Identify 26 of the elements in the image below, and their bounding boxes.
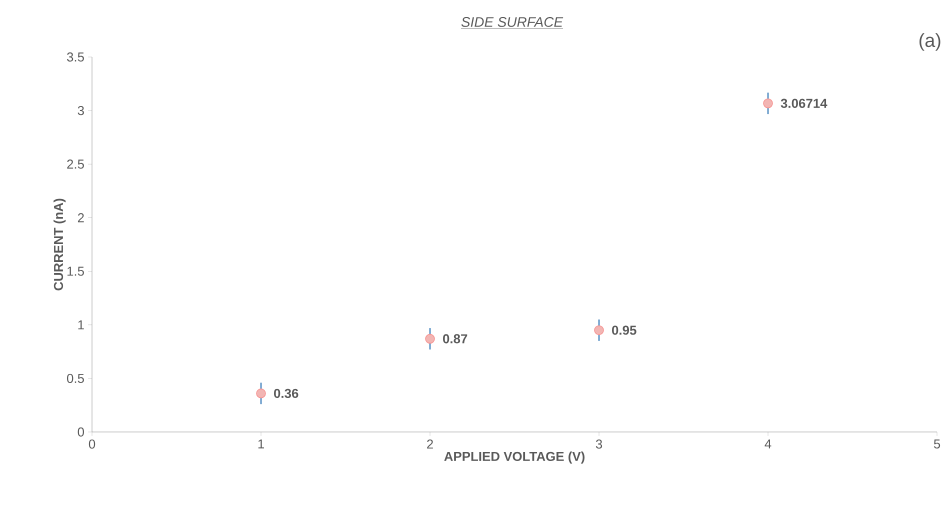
y-tick-label: 1 xyxy=(78,320,84,330)
y-tick-label: 0.5 xyxy=(67,374,84,383)
y-tick-label: 3 xyxy=(78,106,84,116)
data-label: 0.95 xyxy=(612,326,636,335)
x-tick-label: 3 xyxy=(596,439,602,449)
data-label: 0.87 xyxy=(443,334,468,344)
x-tick-label: 2 xyxy=(427,439,433,449)
x-tick-label: 0 xyxy=(88,439,96,449)
y-tick-label: 1.5 xyxy=(67,266,84,276)
x-tick-label: 5 xyxy=(934,439,940,449)
y-tick-label: 2 xyxy=(78,213,84,222)
point xyxy=(425,334,435,344)
data-label: 3.06714 xyxy=(780,98,828,108)
x-tick-label: 1 xyxy=(258,439,264,448)
y-axis-title: CURRENT (nA) xyxy=(54,198,66,290)
data-label: 0.36 xyxy=(274,388,298,398)
point xyxy=(763,98,773,108)
text: (a) xyxy=(920,33,940,51)
y-tick-label: 0 xyxy=(78,427,84,437)
y-tick-label: 2.5 xyxy=(67,160,84,169)
point xyxy=(594,325,604,336)
x-axis-title: APPLIED VOLTAGE (V) xyxy=(444,452,585,464)
x-tick-label: 4 xyxy=(764,439,772,448)
point xyxy=(256,388,266,398)
chart-title: SIDE SURFACE xyxy=(461,17,564,27)
y-tick-label: 3.5 xyxy=(67,52,84,62)
